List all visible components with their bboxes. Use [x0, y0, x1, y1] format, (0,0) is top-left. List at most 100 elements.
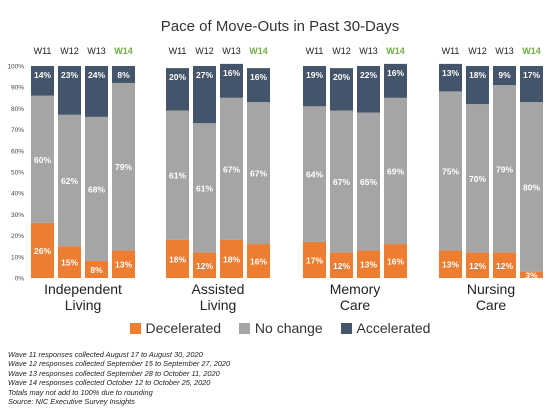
- wave-header-label: W12: [468, 46, 487, 56]
- bar-segment-accelerated: [193, 66, 216, 124]
- wave-header-label: W12: [332, 46, 351, 56]
- wave-header-label: W13: [359, 46, 378, 56]
- category-label: Living: [200, 297, 237, 313]
- bar-segment-accelerated: [58, 66, 81, 115]
- bar-segment-no-change: [166, 110, 189, 240]
- bar-segment-decelerated: [247, 244, 270, 278]
- legend-item-no-change: No change: [238, 320, 323, 336]
- data-label: 16%: [223, 68, 240, 78]
- wave-header-label: W13: [222, 46, 241, 56]
- wave-header-label: W14: [522, 46, 541, 56]
- bar-segment-accelerated: [303, 66, 326, 107]
- bar-segment-decelerated: [193, 252, 216, 278]
- bar-segment-decelerated: [330, 252, 353, 278]
- category-label: Memory: [330, 281, 381, 297]
- bar-segment-accelerated: [330, 68, 353, 111]
- data-label: 79%: [496, 164, 513, 174]
- legend-label-decelerated: Decelerated: [145, 320, 222, 336]
- data-label: 80%: [523, 182, 540, 192]
- category-label: Assisted: [192, 281, 245, 297]
- bar-segment-accelerated: [439, 63, 462, 92]
- bar-segment-accelerated: [384, 63, 407, 98]
- bar-segment-no-change: [85, 116, 108, 262]
- y-tick-label: 30%: [11, 212, 24, 219]
- data-label: 19%: [306, 70, 323, 80]
- category-label: Nursing: [467, 281, 515, 297]
- bar-segment-no-change: [112, 82, 135, 251]
- data-label: 20%: [169, 72, 186, 82]
- bar-segment-accelerated: [357, 66, 380, 113]
- data-label: 12%: [333, 261, 350, 271]
- data-label: 3%: [525, 270, 538, 280]
- wave-header-label: W13: [87, 46, 106, 56]
- data-label: 14%: [34, 70, 51, 80]
- data-label: 61%: [169, 171, 186, 181]
- bar-segment-accelerated: [166, 68, 189, 111]
- data-label: 16%: [250, 72, 267, 82]
- bar-segment-accelerated: [247, 68, 270, 103]
- legend-swatch-accelerated: [340, 322, 352, 334]
- footnotes: Wave 11 responses collected August 17 to…: [8, 350, 230, 406]
- bar-segment-accelerated: [31, 66, 54, 96]
- y-tick-label: 90%: [11, 85, 24, 92]
- data-label: 12%: [496, 261, 513, 271]
- data-label: 12%: [469, 261, 486, 271]
- data-label: 70%: [469, 174, 486, 184]
- bar-segment-no-change: [220, 97, 243, 240]
- footnote-line: Source: NIC Executive Survey Insights: [8, 397, 135, 407]
- wave-header-label: W14: [386, 46, 405, 56]
- data-label: 20%: [333, 72, 350, 82]
- data-label: 60%: [34, 155, 51, 165]
- data-label: 68%: [88, 184, 105, 194]
- bar-segment-decelerated: [58, 246, 81, 278]
- y-tick-label: 50%: [11, 170, 24, 177]
- bar-segment-decelerated: [493, 252, 516, 278]
- wave-header-label: W11: [306, 46, 324, 56]
- legend-label-no-change: No change: [254, 320, 323, 336]
- data-label: 13%: [360, 260, 377, 270]
- footnote-line: Wave 12 responses collected September 15…: [8, 359, 231, 369]
- footnote-line: Wave 13 responses collected September 28…: [8, 368, 220, 378]
- data-label: 16%: [250, 257, 267, 267]
- chart-legend: Decelerated No change Accelerated: [0, 320, 560, 336]
- data-label: 13%: [115, 260, 132, 270]
- data-label: 16%: [387, 68, 404, 78]
- bar-segment-decelerated: [112, 250, 135, 278]
- bar-segment-no-change: [58, 114, 81, 247]
- wave-header-label: W11: [169, 46, 187, 56]
- wave-header-label: W11: [442, 46, 460, 56]
- chart-title: Pace of Move-Outs in Past 30-Days: [160, 18, 400, 35]
- bar-segment-no-change: [330, 110, 353, 253]
- data-label: 18%: [223, 254, 240, 264]
- y-tick-label: 100%: [7, 64, 24, 71]
- wave-header-label: W12: [60, 46, 79, 56]
- y-tick-label: 80%: [11, 106, 24, 113]
- category-label: Care: [340, 297, 371, 313]
- bar-segment-decelerated: [85, 261, 108, 278]
- y-tick-label: 0%: [15, 276, 25, 283]
- y-tick-label: 10%: [11, 254, 24, 261]
- bar-segment-decelerated: [220, 239, 243, 278]
- y-tick-label: 40%: [11, 191, 24, 198]
- bar-segment-no-change: [247, 102, 270, 245]
- wave-header-label: W12: [195, 46, 214, 56]
- bar-segment-accelerated: [466, 66, 489, 105]
- bar-segment-no-change: [384, 97, 407, 245]
- footnote-line: Totals may not add to 100% due to roundi…: [8, 387, 153, 397]
- bar-segment-decelerated: [384, 244, 407, 278]
- y-tick-label: 70%: [11, 127, 24, 134]
- bar-segment-no-change: [303, 106, 326, 242]
- bar-segment-no-change: [31, 95, 54, 223]
- y-tick-label: 20%: [11, 233, 24, 240]
- data-label: 75%: [442, 166, 459, 176]
- wave-header-label: W13: [495, 46, 514, 56]
- data-label: 18%: [169, 254, 186, 264]
- data-label: 9%: [498, 70, 511, 80]
- stacked-bar-chart: 0% 10% 20% 30% 40% 50% 60% 70% 80% 90% 100% W11 26% 6…: [7, 46, 543, 313]
- bar-segment-decelerated: [439, 250, 462, 278]
- bar-segment-no-change: [439, 91, 462, 251]
- bar-segment-accelerated: [493, 66, 516, 86]
- bar-segment-decelerated: [466, 252, 489, 278]
- data-label: 65%: [360, 177, 377, 187]
- wave-header-label: W14: [249, 46, 268, 56]
